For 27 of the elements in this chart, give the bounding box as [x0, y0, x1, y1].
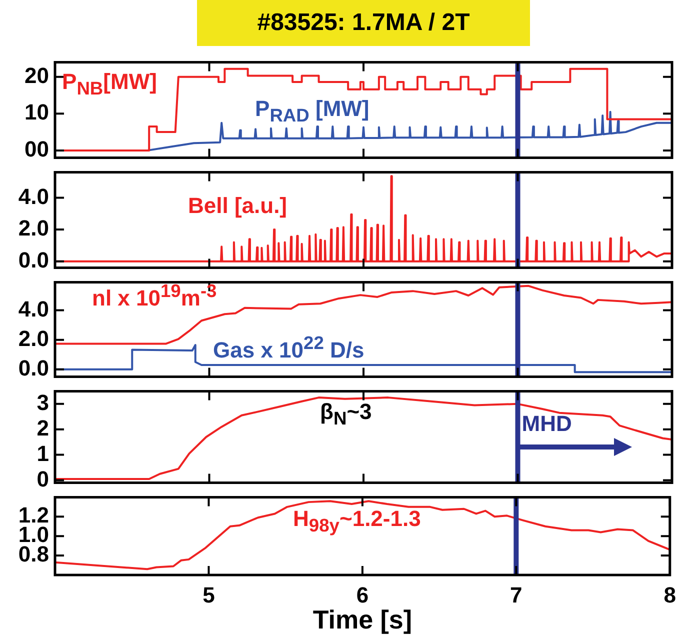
chart-title: #83525: 1.7MA / 2T: [197, 0, 530, 46]
series-label: Bell [a.u.]: [188, 193, 288, 219]
y-tick-label: 4.0: [18, 184, 49, 209]
y-tick-label: 00: [24, 136, 49, 162]
y-tick-label: 1: [36, 440, 49, 466]
y-tick-label: 20: [24, 62, 49, 88]
x-tick-label: 6: [356, 582, 369, 608]
series-label: P$_{NB}$[MW]: [62, 69, 157, 100]
y-tick-label: 2.0: [18, 326, 49, 351]
annotation: MHD: [522, 411, 572, 438]
y-tick-label: 0.0: [18, 355, 49, 380]
y-tick-label: 2: [36, 415, 49, 440]
y-tick-label: 0: [36, 466, 49, 492]
x-tick-label: 5: [202, 582, 215, 608]
y-tick-label: 4.0: [18, 296, 49, 322]
y-tick-label: 0.0: [18, 247, 49, 272]
x-axis-title: Time [s]: [312, 604, 412, 635]
series-label: P$_{RAD}$ [MW]: [255, 96, 370, 128]
annotation: β$_{N}$~3: [320, 399, 372, 430]
series-label: nl x 10$^{19}$m$^{-3}$: [92, 279, 217, 312]
series-label: H$_{98y}$~1.2-1.3: [293, 506, 421, 538]
y-tick-label: 2.0: [18, 216, 49, 241]
x-tick-label: 8: [664, 582, 676, 608]
y-tick-label: 10: [24, 100, 49, 125]
x-tick-label: 7: [510, 582, 522, 608]
series-label: Gas x 10$^{22}$ D/s: [213, 331, 364, 364]
y-tick-label: 3: [36, 390, 49, 415]
